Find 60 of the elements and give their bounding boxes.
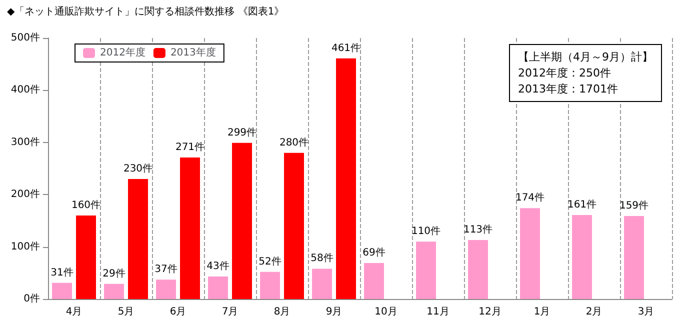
data-label: 161件 xyxy=(567,199,597,210)
bar xyxy=(284,152,304,299)
bar xyxy=(180,158,200,299)
data-label: 280件 xyxy=(279,137,309,148)
legend-label: 2013年度 xyxy=(170,46,216,58)
data-label: 110件 xyxy=(411,226,441,238)
y-tick-label: 300件 xyxy=(10,136,40,148)
bar xyxy=(520,208,540,299)
bar xyxy=(416,242,436,299)
data-label: 58件 xyxy=(310,253,334,264)
data-label: 29件 xyxy=(102,268,126,280)
data-label: 159件 xyxy=(619,200,649,212)
bar xyxy=(104,284,124,299)
x-tick-label: 2月 xyxy=(586,306,602,318)
bar xyxy=(76,215,96,299)
bar xyxy=(232,142,252,299)
data-label: 31件 xyxy=(50,267,74,278)
x-tick-label: 11月 xyxy=(426,306,450,318)
y-tick-label: 100件 xyxy=(10,241,40,252)
x-tick-label: 8月 xyxy=(274,306,290,318)
x-tick-label: 1月 xyxy=(534,306,550,318)
data-label: 43件 xyxy=(206,261,230,272)
x-tick-label: 10月 xyxy=(374,306,398,318)
data-label: 461件 xyxy=(331,42,361,54)
bar xyxy=(52,282,72,299)
annotation: 2013年度：1701件 xyxy=(518,82,618,96)
data-label: 160件 xyxy=(71,200,101,211)
bar xyxy=(572,214,592,299)
x-tick-label: 12月 xyxy=(478,306,502,318)
annotation: 2012年度：250件 xyxy=(518,66,612,80)
data-label: 299件 xyxy=(227,127,257,138)
annotation: 【上半期（4月～9月）計】 xyxy=(518,50,654,64)
data-label: 113件 xyxy=(463,224,493,236)
bar xyxy=(312,268,332,299)
bar xyxy=(208,276,228,299)
data-label: 52件 xyxy=(258,256,282,268)
x-tick-label: 6月 xyxy=(170,306,186,318)
bar xyxy=(624,216,644,299)
data-label: 37件 xyxy=(154,264,178,276)
bar xyxy=(336,58,356,299)
y-tick-label: 200件 xyxy=(10,189,40,200)
data-label: 174件 xyxy=(515,192,545,204)
bar xyxy=(468,240,488,299)
bar xyxy=(364,262,384,299)
data-label: 271件 xyxy=(175,142,205,154)
bar xyxy=(260,272,280,299)
y-tick-label: 0件 xyxy=(24,294,40,304)
x-tick-label: 7月 xyxy=(222,306,238,318)
x-tick-label: 9月 xyxy=(326,306,342,318)
data-label: 230件 xyxy=(123,163,153,174)
x-tick-label: 3月 xyxy=(638,306,654,318)
x-tick-label: 4月 xyxy=(66,306,82,318)
legend-label: 2012年度 xyxy=(100,46,146,58)
bar xyxy=(128,178,148,299)
data-label: 69件 xyxy=(362,247,386,258)
y-tick-label: 500件 xyxy=(10,32,40,44)
x-tick-label: 5月 xyxy=(118,306,134,318)
y-tick-label: 400件 xyxy=(10,84,40,96)
chart-title: ◆「ネット通販詐欺サイト」に関する相談件数推移 《図表1》 xyxy=(7,6,284,18)
bar xyxy=(156,280,176,299)
